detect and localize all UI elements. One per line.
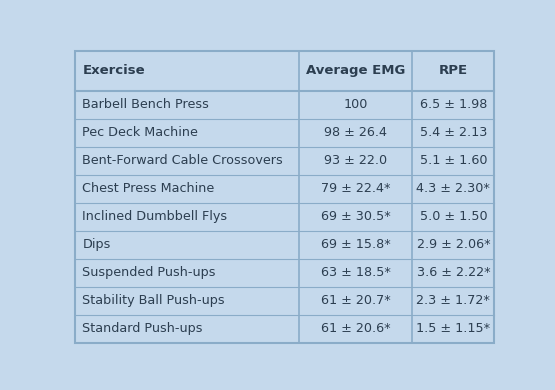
Text: 6.5 ± 1.98: 6.5 ± 1.98 bbox=[420, 98, 487, 111]
Text: Suspended Push-ups: Suspended Push-ups bbox=[82, 266, 216, 279]
Text: 61 ± 20.7*: 61 ± 20.7* bbox=[321, 294, 391, 307]
Text: Dips: Dips bbox=[82, 238, 110, 251]
Text: 2.9 ± 2.06*: 2.9 ± 2.06* bbox=[417, 238, 490, 251]
Text: Standard Push-ups: Standard Push-ups bbox=[82, 322, 203, 335]
Text: Stability Ball Push-ups: Stability Ball Push-ups bbox=[82, 294, 225, 307]
Text: 69 ± 15.8*: 69 ± 15.8* bbox=[321, 238, 391, 251]
Text: 98 ± 26.4: 98 ± 26.4 bbox=[324, 126, 387, 139]
Text: Pec Deck Machine: Pec Deck Machine bbox=[82, 126, 198, 139]
Text: 3.6 ± 2.22*: 3.6 ± 2.22* bbox=[417, 266, 490, 279]
Text: 100: 100 bbox=[344, 98, 368, 111]
Text: Average EMG: Average EMG bbox=[306, 64, 406, 77]
Text: RPE: RPE bbox=[439, 64, 468, 77]
Text: 61 ± 20.6*: 61 ± 20.6* bbox=[321, 322, 391, 335]
Text: 5.4 ± 2.13: 5.4 ± 2.13 bbox=[420, 126, 487, 139]
Text: Barbell Bench Press: Barbell Bench Press bbox=[82, 98, 209, 111]
Text: 5.0 ± 1.50: 5.0 ± 1.50 bbox=[420, 210, 487, 223]
Text: 4.3 ± 2.30*: 4.3 ± 2.30* bbox=[416, 182, 491, 195]
Text: 63 ± 18.5*: 63 ± 18.5* bbox=[321, 266, 391, 279]
Text: 1.5 ± 1.15*: 1.5 ± 1.15* bbox=[416, 322, 491, 335]
Text: 93 ± 22.0: 93 ± 22.0 bbox=[324, 154, 387, 167]
Text: 79 ± 22.4*: 79 ± 22.4* bbox=[321, 182, 391, 195]
Text: Chest Press Machine: Chest Press Machine bbox=[82, 182, 215, 195]
Text: 69 ± 30.5*: 69 ± 30.5* bbox=[321, 210, 391, 223]
Text: 2.3 ± 1.72*: 2.3 ± 1.72* bbox=[416, 294, 491, 307]
Text: Inclined Dumbbell Flys: Inclined Dumbbell Flys bbox=[82, 210, 228, 223]
Text: Exercise: Exercise bbox=[82, 64, 145, 77]
Text: Bent-Forward Cable Crossovers: Bent-Forward Cable Crossovers bbox=[82, 154, 283, 167]
Text: 5.1 ± 1.60: 5.1 ± 1.60 bbox=[420, 154, 487, 167]
